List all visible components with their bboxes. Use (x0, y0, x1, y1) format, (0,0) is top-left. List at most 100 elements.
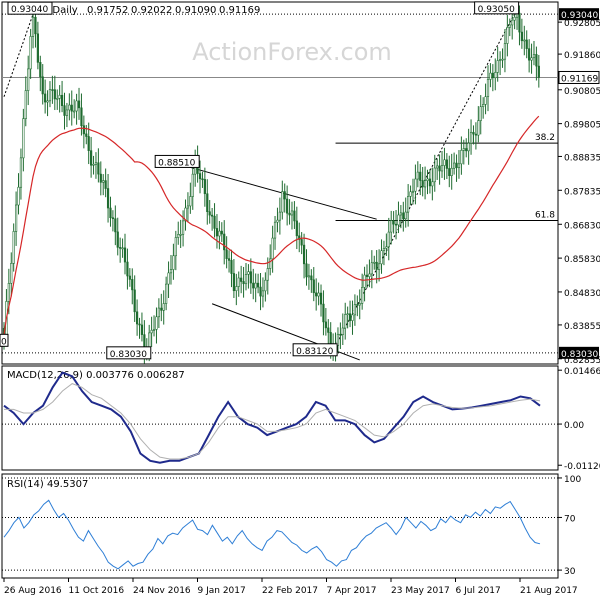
candle-body (511, 19, 514, 26)
candle (44, 79, 47, 114)
candle-body (363, 274, 366, 288)
candle (60, 80, 64, 113)
candle (106, 173, 110, 223)
candle (218, 221, 221, 250)
candle-body (70, 104, 73, 112)
candle-body (116, 231, 119, 248)
candle-body (298, 235, 301, 240)
candle-body (423, 180, 427, 188)
candle-body (520, 31, 523, 42)
candle-body (453, 162, 456, 169)
candle (339, 322, 342, 349)
x-tick-label: 22 Feb 2017 (262, 586, 318, 596)
candle-body (438, 165, 441, 172)
candle (39, 55, 42, 92)
candle (462, 139, 465, 165)
annotation-label: 0 (1, 337, 7, 347)
candle (65, 102, 69, 128)
candle-body (41, 76, 44, 95)
candle-body (382, 248, 386, 251)
candle (404, 197, 407, 228)
candle-body (179, 233, 182, 236)
moving-average-line (3, 115, 540, 336)
candle (293, 201, 296, 229)
annotation-label: 0.88510 (158, 158, 195, 168)
candle (431, 167, 434, 201)
candle-body (123, 247, 127, 263)
candle-body (160, 307, 163, 311)
candle (382, 240, 386, 266)
candle (177, 221, 180, 245)
candle (17, 173, 20, 215)
candle (102, 174, 105, 196)
candle-body (10, 263, 13, 284)
macd-y-tick-label: 0.00 (564, 421, 584, 431)
candle-body (152, 329, 156, 331)
macd-y-tick-label: -0.011202 (564, 462, 600, 472)
current-price-label: 0.91169 (561, 74, 598, 84)
candle (254, 273, 257, 303)
candle-body (445, 159, 448, 169)
candle (324, 308, 327, 336)
candle (99, 161, 102, 196)
candle-body (302, 244, 306, 265)
candle (116, 217, 119, 256)
candle (82, 115, 85, 149)
candle (104, 168, 107, 198)
candle (302, 233, 306, 279)
candle-body (56, 98, 59, 100)
candle-body (102, 180, 105, 183)
candle-body (523, 39, 526, 42)
candle-body (385, 246, 388, 249)
candle-body (344, 314, 347, 329)
candle (264, 272, 267, 302)
candle (24, 76, 27, 127)
candle-body (457, 163, 461, 169)
candle (172, 243, 175, 280)
candle (428, 169, 432, 194)
candle (351, 300, 354, 335)
candle-body (162, 303, 165, 311)
candle-body (286, 198, 289, 214)
candle (41, 64, 44, 105)
candle-body (283, 191, 286, 200)
candle (56, 89, 59, 110)
candle (322, 290, 325, 336)
candle-body (128, 275, 131, 280)
candle-body (535, 54, 538, 67)
candle (365, 264, 369, 289)
macd-macd-line (3, 371, 541, 464)
candle (494, 58, 497, 91)
price-panel-frame (1, 1, 559, 365)
candle (426, 169, 429, 195)
candle (358, 289, 361, 320)
candle (51, 75, 54, 104)
candle-body (165, 283, 168, 304)
candle-body (290, 210, 294, 216)
candle-body (169, 269, 173, 274)
macd-label: MACD(12,26,9) 0.003776 0.006287 (7, 370, 185, 381)
candle-body (346, 313, 349, 316)
trendline (3, 14, 34, 97)
candle-body (472, 131, 475, 135)
macd-layer: 0.014661 0.00 -0.011202 (2, 367, 600, 472)
candle (77, 87, 81, 120)
annotation-label: 0.83030 (110, 350, 147, 360)
candle (421, 166, 424, 197)
rsi-layer: 100 70 30 (2, 475, 581, 577)
candle (433, 154, 436, 192)
candle (392, 211, 395, 234)
candle (341, 313, 344, 346)
candle (375, 250, 378, 284)
candle (455, 154, 458, 182)
candle-body (73, 110, 76, 113)
candle-body (537, 65, 540, 78)
candle-body (394, 223, 398, 226)
candle-body (368, 273, 371, 277)
annotation-label: 0.93050 (478, 5, 515, 15)
candle (448, 155, 451, 188)
candle-body (172, 255, 175, 270)
candle (305, 249, 308, 286)
candle (377, 249, 381, 282)
